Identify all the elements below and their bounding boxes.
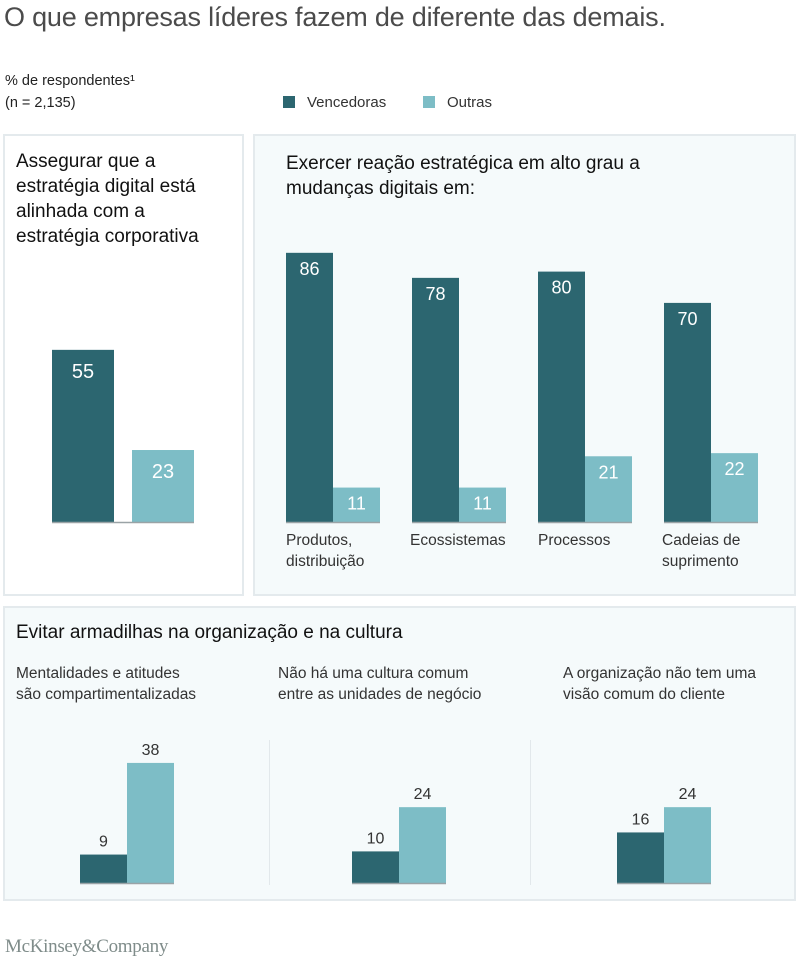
bar-reaction-2-vencedoras	[538, 271, 585, 522]
legend-item-outras: Outras	[423, 93, 492, 111]
label-line: Produtos,	[286, 532, 353, 549]
bar-reaction-0-outras	[333, 487, 380, 522]
bar-alignment-outras	[132, 450, 194, 522]
legend-swatch-dark	[283, 96, 295, 108]
bar-alignment-vencedoras	[52, 349, 114, 522]
title-line: alinhada com a	[16, 201, 145, 222]
label-line: A organização não tem uma	[563, 665, 757, 682]
label-line: Não há uma cultura comum	[278, 665, 469, 682]
legend-label: Outras	[447, 93, 493, 111]
label-line: Ecossistemas	[410, 532, 506, 549]
data-label-reaction-1-vencedoras: 78	[425, 284, 445, 304]
label-line: são compartimentalizadas	[16, 686, 197, 703]
title-line: Assegurar que a	[16, 151, 156, 172]
bar-culture-2-outras	[664, 807, 711, 883]
data-label-reaction-0-outras: 11	[347, 494, 366, 514]
bar-reaction-3-vencedoras	[664, 302, 711, 522]
label-line: Mentalidades e atitudes	[16, 665, 180, 682]
label-line: Cadeias de	[662, 532, 741, 549]
legend-item-vencedoras: Vencedoras	[283, 93, 386, 111]
bar-culture-1-outras	[399, 807, 446, 883]
title-line: estratégia digital está	[16, 176, 196, 197]
legend-label: Vencedoras	[307, 93, 387, 111]
subchart-divider	[269, 740, 270, 885]
panel-strategy-alignment	[3, 134, 244, 596]
legend-swatch-light	[423, 96, 435, 108]
label-line: visão comum do cliente	[563, 686, 725, 703]
bar-reaction-3-outras	[711, 453, 758, 522]
title-line: Exercer reação estratégica em alto grau …	[286, 153, 640, 174]
data-label-reaction-0-vencedoras: 86	[299, 259, 319, 279]
title-line: mudanças digitais em:	[286, 178, 476, 199]
data-label-reaction-1-outras: 11	[473, 494, 492, 514]
category-label-ecossistemas: Ecossistemas	[410, 530, 506, 551]
subchart-label-cultura: Não há uma cultura comum entre as unidad…	[278, 663, 481, 705]
label-line: suprimento	[662, 553, 739, 570]
bar-culture-1-vencedoras	[352, 851, 399, 883]
bar-reaction-1-vencedoras	[412, 277, 459, 522]
panel-title-strategic-reaction: Exercer reação estratégica em alto grau …	[286, 151, 640, 201]
data-label-reaction-3-outras: 22	[724, 459, 744, 479]
bar-reaction-0-vencedoras	[286, 252, 333, 522]
title-line: estratégia corporativa	[16, 226, 199, 247]
bar-culture-0-outras	[127, 762, 174, 883]
sample-size: (n = 2,135)	[5, 95, 76, 111]
category-label-processos: Processos	[538, 530, 610, 551]
page-title: O que empresas líderes fazem de diferent…	[4, 2, 666, 32]
data-label-culture-1-vencedoras: 10	[367, 830, 385, 847]
bar-reaction-1-outras	[459, 487, 506, 522]
subchart-label-cliente: A organização não tem uma visão comum do…	[563, 663, 756, 705]
mckinsey-logo: McKinsey&Company	[5, 936, 169, 957]
data-label-reaction-3-vencedoras: 70	[677, 309, 697, 329]
unit-note: % de respondentes¹ (n = 2,135)	[5, 70, 135, 114]
data-label-alignment-outras: 23	[152, 461, 174, 483]
data-label-culture-2-vencedoras: 16	[632, 811, 650, 828]
data-label-alignment-vencedoras: 55	[72, 361, 94, 383]
data-label-reaction-2-outras: 21	[598, 462, 618, 482]
bar-culture-2-vencedoras	[617, 832, 664, 883]
panel-title-organization-culture: Evitar armadilhas na organização e na cu…	[16, 622, 403, 643]
data-label-culture-1-outras: 24	[414, 786, 432, 803]
label-line: distribuição	[286, 553, 365, 570]
bar-culture-0-vencedoras	[80, 854, 127, 883]
subchart-label-mentalidades: Mentalidades e atitudes são compartiment…	[16, 663, 196, 705]
bar-reaction-2-outras	[585, 456, 632, 522]
category-label-produtos: Produtos, distribuição	[286, 530, 364, 572]
subchart-divider	[530, 740, 531, 885]
data-label-culture-0-outras: 38	[142, 742, 160, 759]
label-line: Processos	[538, 532, 611, 549]
data-label-culture-0-vencedoras: 9	[99, 834, 108, 851]
data-label-reaction-2-vencedoras: 80	[551, 278, 571, 298]
panel-title-strategy-alignment: Assegurar que a estratégia digital está …	[16, 149, 199, 249]
unit-label: % de respondentes¹	[5, 73, 135, 89]
data-label-culture-2-outras: 24	[679, 786, 697, 803]
label-line: entre as unidades de negócio	[278, 686, 482, 703]
category-label-cadeias: Cadeias de suprimento	[662, 530, 740, 572]
